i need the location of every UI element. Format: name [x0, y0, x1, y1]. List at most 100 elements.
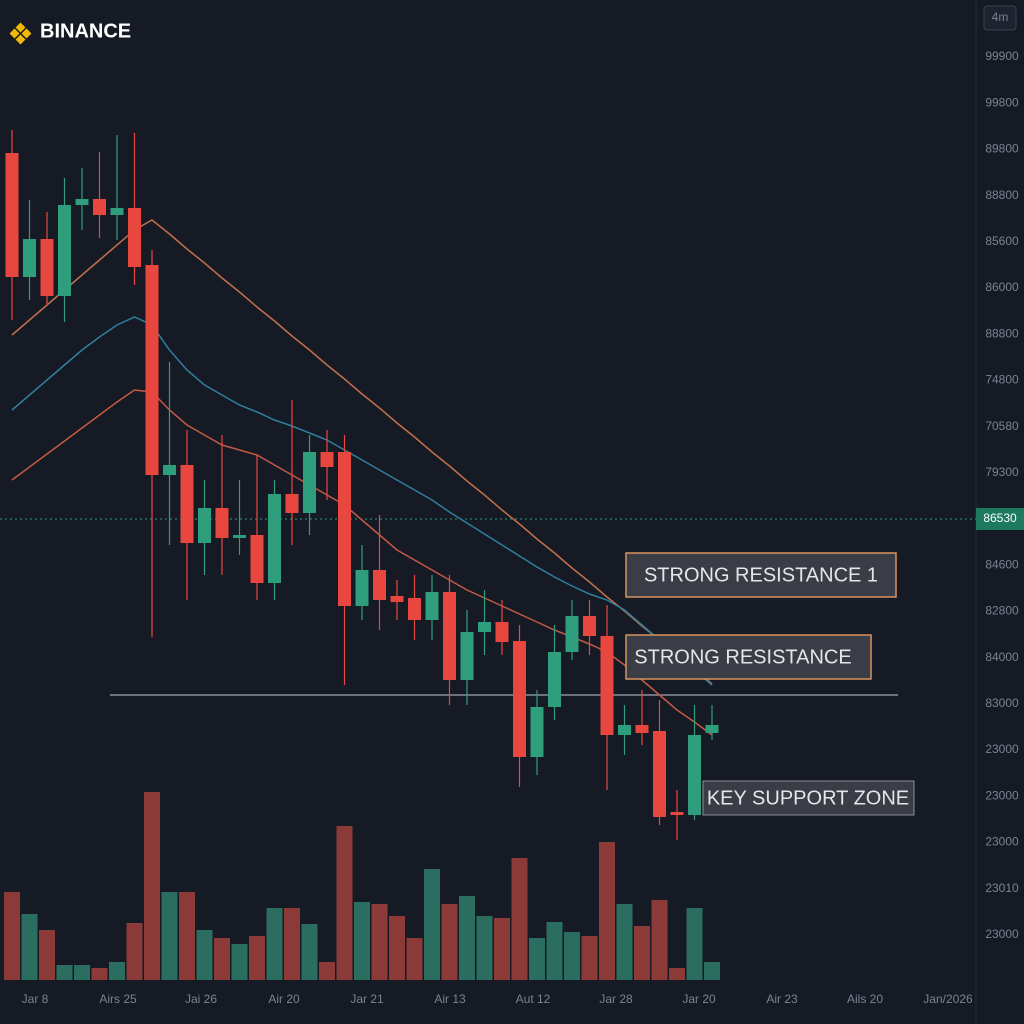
annotation-box — [625, 634, 872, 680]
candle-body — [425, 592, 439, 620]
candle-body — [128, 208, 141, 267]
x-label: Air 23 — [766, 992, 798, 1006]
x-label: Ails 20 — [847, 992, 883, 1006]
x-label: Airs 25 — [99, 992, 137, 1006]
price-label: 83000 — [985, 696, 1019, 710]
volume-bar — [651, 900, 668, 980]
volume-bar — [599, 842, 615, 980]
candle-body — [180, 465, 194, 543]
x-label: Jan/2026 — [923, 992, 973, 1006]
volume-bar — [231, 944, 248, 980]
x-label: Jar 8 — [22, 992, 49, 1006]
timeframe-box[interactable] — [983, 5, 1017, 31]
volume-bar — [266, 908, 283, 980]
candle-body — [250, 535, 264, 583]
volume-bar — [476, 916, 493, 980]
price-label: 85600 — [985, 234, 1019, 248]
volume-bar — [196, 930, 213, 980]
volume-bar — [249, 936, 265, 980]
volume-bar — [371, 904, 388, 980]
annotation: STRONG RESISTANCE 1 — [644, 564, 878, 586]
annotation-box — [702, 780, 915, 816]
candle-body — [355, 570, 369, 606]
price-label: 86000 — [985, 280, 1019, 294]
volume-bar — [686, 908, 703, 980]
volume-bar — [634, 926, 650, 980]
candle-body — [635, 725, 649, 733]
price-label: 79300 — [985, 465, 1019, 479]
candle-body — [163, 465, 176, 475]
candle-body — [478, 622, 491, 632]
x-label: Jar 20 — [682, 992, 716, 1006]
candle-body — [110, 208, 124, 215]
price-label: 84000 — [985, 650, 1019, 664]
volume-bar — [74, 965, 90, 980]
current-price-label: 86530 — [983, 511, 1017, 525]
candle-body — [320, 452, 334, 467]
price-label: 23000 — [985, 742, 1019, 756]
x-label: Air 13 — [434, 992, 466, 1006]
candle-body — [705, 725, 719, 733]
volume-bar — [389, 916, 405, 980]
candle-body — [495, 622, 509, 642]
volume-bar — [546, 922, 563, 980]
price-label: 82800 — [985, 604, 1019, 618]
price-label: 74800 — [985, 373, 1019, 387]
x-label: Jar 21 — [350, 992, 384, 1006]
candle-body — [268, 494, 281, 583]
candle-body — [373, 570, 386, 600]
volume-bar — [616, 904, 633, 980]
annotation: KEY SUPPORT ZONE — [707, 787, 909, 809]
candle-body — [338, 452, 351, 606]
plot — [4, 130, 720, 980]
volume-bar — [126, 923, 143, 980]
candle-body — [215, 508, 229, 538]
price-label: 88800 — [985, 326, 1019, 340]
volume-bar — [494, 918, 510, 980]
candle-body — [58, 205, 71, 296]
volume-bar — [424, 869, 440, 980]
candle-body — [670, 812, 684, 815]
candle-body — [688, 735, 701, 815]
volume-bar — [529, 938, 545, 980]
price-label: 99900 — [985, 49, 1019, 63]
candle-body — [198, 508, 211, 543]
candle-body — [93, 199, 106, 215]
candle-body — [600, 636, 614, 735]
x-label: Air 20 — [268, 992, 300, 1006]
volume-bar — [511, 858, 528, 980]
price-label: 23000 — [985, 788, 1019, 802]
candle-body — [653, 731, 666, 817]
volume-bar — [301, 924, 318, 980]
price-label: 88800 — [985, 188, 1019, 202]
candle-body — [460, 632, 474, 680]
price-label: 70580 — [985, 419, 1019, 433]
price-label: 89800 — [985, 142, 1019, 156]
x-label: Aut 12 — [516, 992, 551, 1006]
current-price-badge — [976, 508, 1024, 530]
candle-body — [443, 592, 456, 680]
x-label: Jai 26 — [185, 992, 217, 1006]
candle-body — [565, 616, 579, 652]
price-label: 84600 — [985, 557, 1019, 571]
volume-bar — [91, 968, 108, 980]
x-label: Jar 28 — [599, 992, 633, 1006]
candle-body — [145, 265, 159, 475]
volume-bar — [564, 932, 580, 980]
volume-bar — [109, 962, 125, 980]
volume-bar — [21, 914, 38, 980]
annotations: STRONG RESISTANCE 1 STRONG RESISTANCE KE… — [625, 552, 915, 816]
moving-average — [11, 389, 713, 736]
timeframe[interactable]: 4m — [992, 10, 1009, 24]
volume-bar — [161, 892, 178, 980]
annotation: STRONG RESISTANCE — [634, 646, 851, 668]
candle-body — [530, 707, 544, 757]
candle-body — [233, 535, 246, 538]
volume-bar — [4, 892, 20, 980]
candle-body — [513, 641, 526, 757]
volume-bar — [56, 965, 73, 980]
price-label: 23000 — [985, 835, 1019, 849]
